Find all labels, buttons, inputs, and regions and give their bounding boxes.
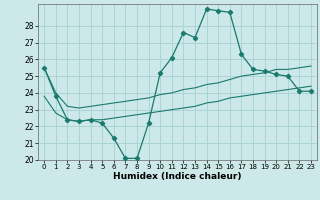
X-axis label: Humidex (Indice chaleur): Humidex (Indice chaleur) <box>113 172 242 181</box>
